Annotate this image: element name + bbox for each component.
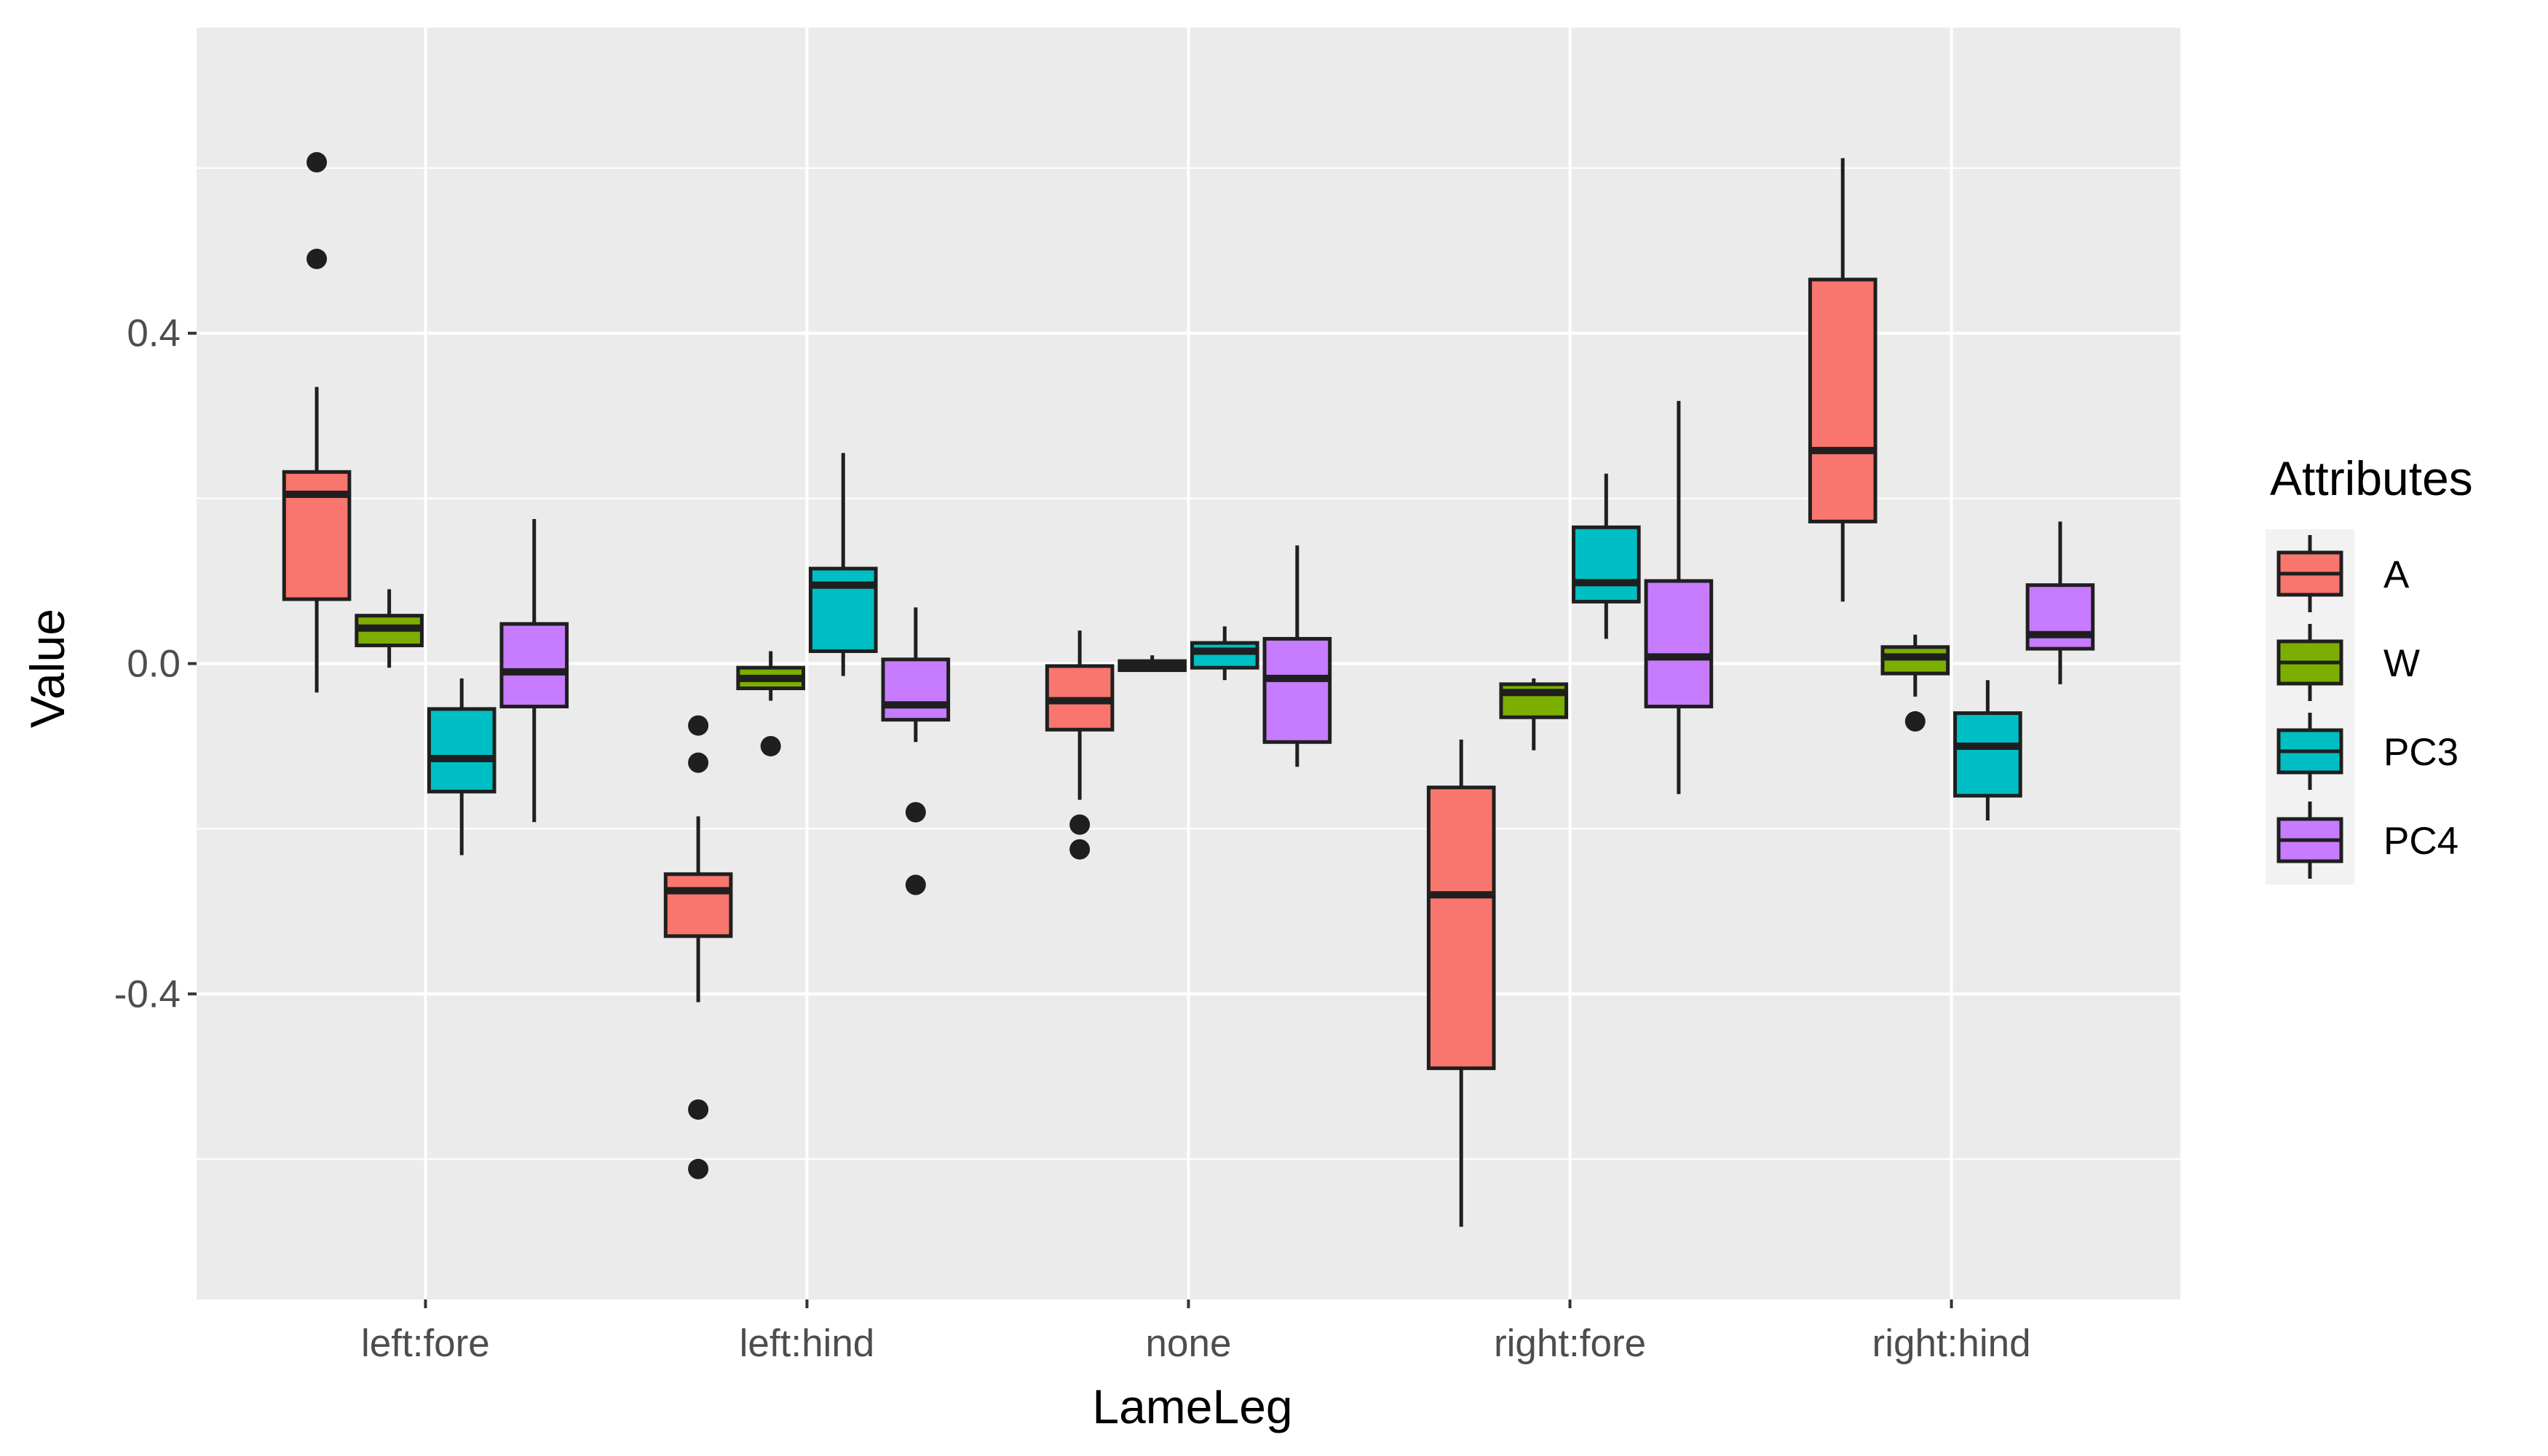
box-PC4-left:hind bbox=[881, 607, 951, 895]
legend-entry-A: A bbox=[2266, 529, 2410, 618]
box-PC4-none bbox=[1262, 545, 1332, 767]
box-body bbox=[2025, 583, 2095, 651]
box-body bbox=[881, 657, 951, 722]
legend: Attributes A W PC3 PC4 bbox=[2266, 451, 2473, 885]
legend-entry-PC3: PC3 bbox=[2266, 707, 2458, 796]
legend-label: W bbox=[2383, 642, 2420, 685]
box-PC3-right:hind bbox=[1953, 680, 2022, 821]
y-tick-label: -0.4 bbox=[114, 973, 181, 1016]
outlier-point bbox=[905, 874, 926, 895]
outlier-point bbox=[905, 802, 926, 823]
box-A-right:hind bbox=[1808, 158, 1878, 602]
box-PC3-right:fore bbox=[1572, 473, 1641, 639]
box-PC3-left:fore bbox=[427, 678, 496, 855]
box-W-left:hind bbox=[736, 651, 805, 756]
outlier-point bbox=[1069, 814, 1091, 835]
box-W-left:fore bbox=[355, 589, 424, 668]
box-body bbox=[1426, 786, 1496, 1070]
box-PC3-none bbox=[1190, 626, 1259, 681]
box-A-none bbox=[1045, 630, 1115, 860]
outlier-point bbox=[306, 151, 328, 173]
box-PC4-left:fore bbox=[499, 518, 569, 823]
box-W-right:fore bbox=[1499, 678, 1569, 751]
x-tick-label: left:fore bbox=[361, 1322, 490, 1365]
x-tick-label: right:hind bbox=[1872, 1322, 2031, 1365]
box-body bbox=[808, 566, 878, 653]
x-tick-label: right:fore bbox=[1494, 1322, 1646, 1365]
box-A-right:fore bbox=[1426, 739, 1496, 1227]
legend-label: PC4 bbox=[2383, 820, 2458, 863]
box-body bbox=[1262, 636, 1332, 744]
box-body bbox=[1644, 579, 1714, 708]
outlier-point bbox=[1904, 711, 1926, 732]
box-body bbox=[1190, 641, 1259, 670]
box-body bbox=[1953, 711, 2022, 798]
box-body bbox=[427, 707, 496, 794]
outlier-point bbox=[688, 1158, 709, 1179]
axes: -0.4 0.0 0.4 left:fore left:hind none right:fo… bbox=[114, 312, 2031, 1365]
x-tick-label: left:hind bbox=[740, 1322, 875, 1365]
box-body bbox=[663, 872, 733, 938]
legend-label: A bbox=[2383, 553, 2410, 596]
x-axis-title: LameLeg bbox=[1092, 1380, 1292, 1433]
outlier-point bbox=[306, 248, 328, 269]
box-W-right:hind bbox=[1880, 634, 1950, 732]
outlier-point bbox=[1069, 839, 1091, 860]
box-W-none bbox=[1117, 655, 1187, 673]
x-tick-label: none bbox=[1146, 1322, 1232, 1365]
plot-marks bbox=[282, 151, 2095, 1227]
box-A-left:fore bbox=[282, 151, 352, 693]
y-tick-label: 0.0 bbox=[127, 643, 181, 686]
legend-entry-PC4: PC4 bbox=[2266, 796, 2458, 885]
y-axis-title: Value bbox=[20, 609, 74, 728]
legend-title: Attributes bbox=[2270, 451, 2473, 505]
box-PC3-left:hind bbox=[808, 453, 878, 676]
outlier-point bbox=[688, 715, 709, 736]
box-body bbox=[1572, 525, 1641, 604]
outlier-point bbox=[688, 1099, 709, 1120]
outlier-point bbox=[760, 735, 781, 756]
outlier-point bbox=[688, 752, 709, 773]
box-body bbox=[499, 622, 569, 708]
y-tick-label: 0.4 bbox=[127, 312, 181, 355]
box-A-left:hind bbox=[663, 715, 733, 1179]
legend-entry-W: W bbox=[2266, 618, 2420, 707]
box-body bbox=[1808, 277, 1878, 523]
box-PC4-right:hind bbox=[2025, 521, 2095, 684]
legend-label: PC3 bbox=[2383, 731, 2458, 774]
box-PC4-right:fore bbox=[1644, 400, 1714, 794]
